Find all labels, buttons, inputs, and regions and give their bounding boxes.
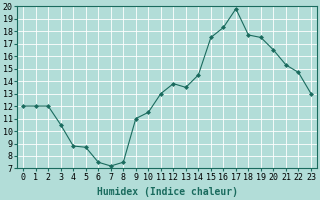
X-axis label: Humidex (Indice chaleur): Humidex (Indice chaleur) — [97, 187, 237, 197]
